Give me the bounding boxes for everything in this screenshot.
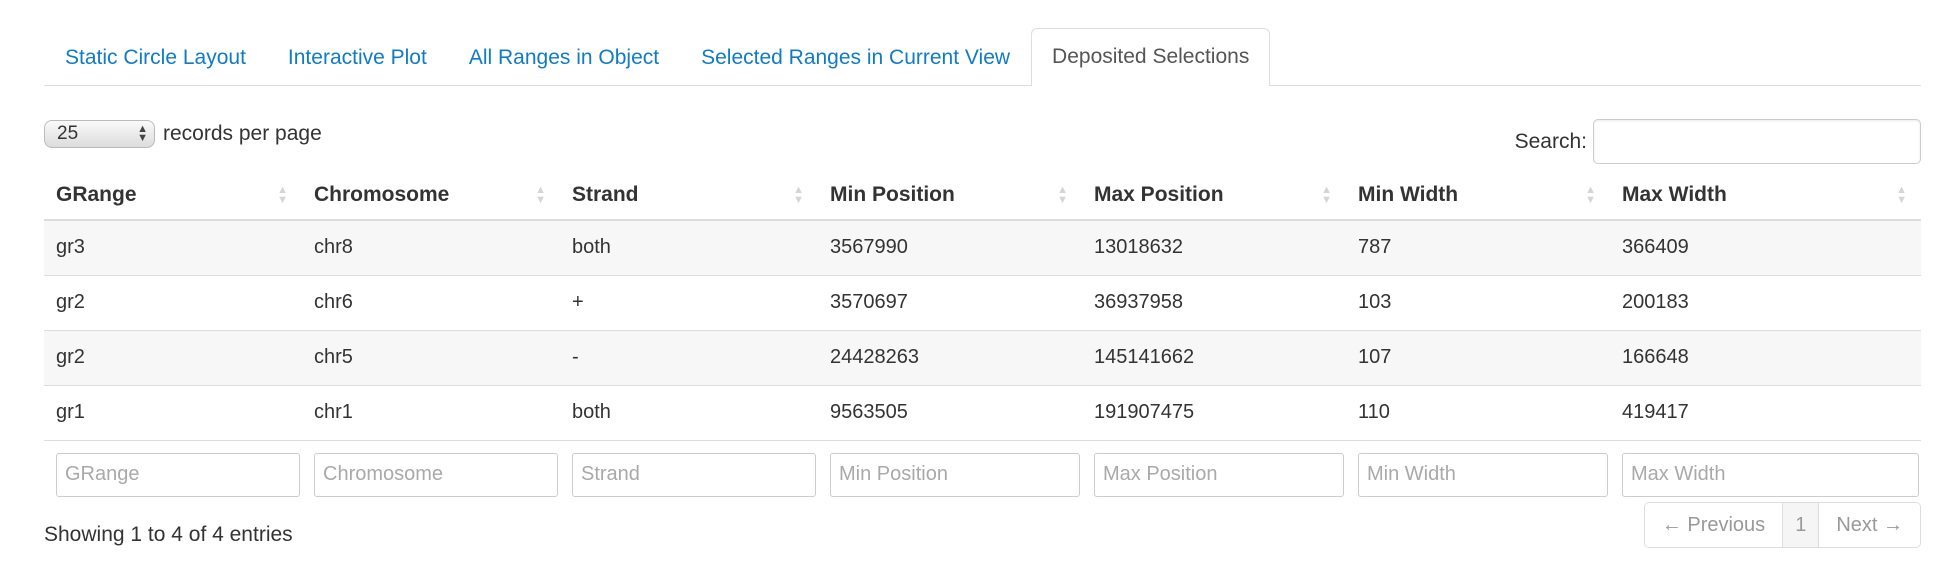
records-per-page-label: records per page xyxy=(163,122,322,145)
tab-interactive-plot[interactable]: Interactive Plot xyxy=(287,45,427,69)
table-header-row: GRange ▲ ▼ Chromosome ▲ ▼ Strand ▲ ▼ Min Posit… xyxy=(44,170,1921,221)
table-footer: Showing 1 to 4 of 4 entries ← Previous 1… xyxy=(44,498,1921,568)
table-cell: 103 xyxy=(1346,275,1610,331)
filter-cell xyxy=(302,440,560,498)
table-cell: both xyxy=(560,220,818,276)
select-updown-icon: ▲ ▼ xyxy=(137,123,148,144)
filter-input-strand[interactable] xyxy=(572,452,816,497)
filter-row xyxy=(44,440,1921,498)
search-input[interactable] xyxy=(1593,119,1921,164)
selections-table: GRange ▲ ▼ Chromosome ▲ ▼ Strand ▲ ▼ Min Posit… xyxy=(44,170,1921,498)
table-row: gr3 chr8 both 3567990 13018632 787 36640… xyxy=(44,220,1921,276)
table-cell: 166648 xyxy=(1610,330,1921,386)
table-cell: chr5 xyxy=(302,330,560,386)
next-page-button[interactable]: Next → xyxy=(1819,503,1920,547)
table-cell: chr6 xyxy=(302,275,560,331)
filter-cell xyxy=(1082,440,1346,498)
table-cell: 3567990 xyxy=(818,220,1082,276)
column-header-label: Max Position xyxy=(1094,182,1224,206)
records-per-page-control: 25 ▲ ▼ records per page xyxy=(44,120,322,148)
column-header-label: Min Position xyxy=(830,182,955,206)
tab-selected-ranges-in-current-view[interactable]: Selected Ranges in Current View xyxy=(701,45,1011,69)
tab-all-ranges-in-object[interactable]: All Ranges in Object xyxy=(468,45,660,69)
column-header-label: Min Width xyxy=(1358,182,1459,206)
table-row: gr2 chr6 + 3570697 36937958 103 200183 xyxy=(44,275,1921,331)
table-cell: 3570697 xyxy=(818,275,1082,331)
search-control: Search: xyxy=(1515,119,1921,164)
sort-both-icon: ▲ ▼ xyxy=(1585,183,1596,206)
sort-both-icon: ▲ ▼ xyxy=(277,183,288,206)
tab-bar: Static Circle Layout Interactive Plot Al… xyxy=(44,28,1921,86)
page: Static Circle Layout Interactive Plot Al… xyxy=(44,28,1921,568)
table-cell: 787 xyxy=(1346,220,1610,276)
table-row: gr2 chr5 - 24428263 145141662 107 166648 xyxy=(44,330,1921,386)
filter-cell xyxy=(1346,440,1610,498)
table-cell: 145141662 xyxy=(1082,330,1346,386)
table-cell: 110 xyxy=(1346,385,1610,441)
table-row: gr1 chr1 both 9563505 191907475 110 4194… xyxy=(44,385,1921,441)
sort-both-icon: ▲ ▼ xyxy=(1321,183,1332,206)
filter-input-chromosome[interactable] xyxy=(314,452,558,497)
tab-deposited-selections[interactable]: Deposited Selections xyxy=(1031,28,1271,86)
column-header-max-position[interactable]: Max Position ▲ ▼ xyxy=(1082,170,1346,221)
filter-input-min-position[interactable] xyxy=(830,452,1080,497)
column-header-label: Chromosome xyxy=(314,182,450,206)
table-cell: chr1 xyxy=(302,385,560,441)
table-cell: gr2 xyxy=(44,275,302,331)
sort-both-icon: ▲ ▼ xyxy=(535,183,546,206)
table-cell: 419417 xyxy=(1610,385,1921,441)
tab-static-circle-layout[interactable]: Static Circle Layout xyxy=(65,45,246,69)
table-cell: both xyxy=(560,385,818,441)
filter-cell xyxy=(818,440,1082,498)
table-cell: 9563505 xyxy=(818,385,1082,441)
table-cell: 36937958 xyxy=(1082,275,1346,331)
sort-both-icon: ▲ ▼ xyxy=(1057,183,1068,206)
table-cell: gr1 xyxy=(44,385,302,441)
entries-info: Showing 1 to 4 of 4 entries xyxy=(44,523,293,546)
table-cell: 24428263 xyxy=(818,330,1082,386)
sort-both-icon: ▲ ▼ xyxy=(793,183,804,206)
records-per-page-select[interactable]: 25 ▲ ▼ xyxy=(44,120,155,148)
column-header-min-width[interactable]: Min Width ▲ ▼ xyxy=(1346,170,1610,221)
pagination: ← Previous 1 Next → xyxy=(1643,502,1921,548)
table-cell: gr2 xyxy=(44,330,302,386)
table-controls: 25 ▲ ▼ records per page Search: xyxy=(44,86,1921,170)
table-cell: + xyxy=(560,275,818,331)
table-cell: chr8 xyxy=(302,220,560,276)
column-header-max-width[interactable]: Max Width ▲ ▼ xyxy=(1610,170,1921,221)
table-cell: 191907475 xyxy=(1082,385,1346,441)
page-number-button[interactable]: 1 xyxy=(1783,503,1820,547)
filter-input-grange[interactable] xyxy=(56,452,300,497)
column-header-min-position[interactable]: Min Position ▲ ▼ xyxy=(818,170,1082,221)
table-cell: gr3 xyxy=(44,220,302,276)
table-cell: 200183 xyxy=(1610,275,1921,331)
table-cell: - xyxy=(560,330,818,386)
column-header-label: GRange xyxy=(56,182,137,206)
filter-input-min-width[interactable] xyxy=(1358,452,1608,497)
filter-cell xyxy=(1610,440,1921,498)
filter-cell xyxy=(560,440,818,498)
filter-input-max-position[interactable] xyxy=(1094,452,1344,497)
filter-input-max-width[interactable] xyxy=(1622,452,1919,497)
sort-both-icon: ▲ ▼ xyxy=(1896,183,1907,206)
previous-page-button[interactable]: ← Previous xyxy=(1644,503,1784,547)
column-header-chromosome[interactable]: Chromosome ▲ ▼ xyxy=(302,170,560,221)
table-cell: 13018632 xyxy=(1082,220,1346,276)
table-cell: 366409 xyxy=(1610,220,1921,276)
column-header-strand[interactable]: Strand ▲ ▼ xyxy=(560,170,818,221)
table-cell: 107 xyxy=(1346,330,1610,386)
column-header-label: Max Width xyxy=(1622,182,1727,206)
records-per-page-value: 25 xyxy=(57,123,79,144)
column-header-label: Strand xyxy=(572,182,639,206)
search-label: Search: xyxy=(1514,129,1587,153)
column-header-grange[interactable]: GRange ▲ ▼ xyxy=(44,170,302,221)
filter-cell xyxy=(44,440,302,498)
